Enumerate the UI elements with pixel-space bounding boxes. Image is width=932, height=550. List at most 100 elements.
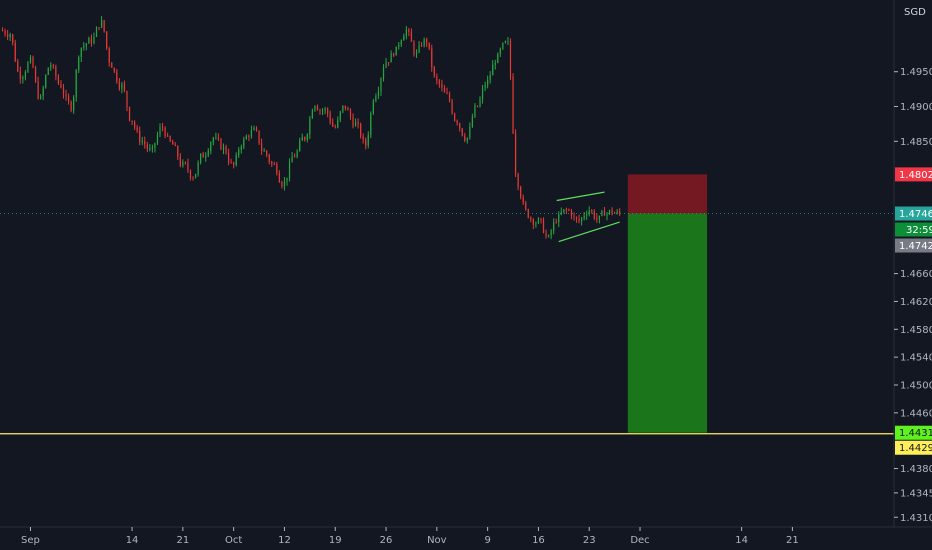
take-profit-zone[interactable] (627, 213, 708, 433)
candle-body (217, 137, 220, 140)
x-tick-label: 21 (176, 535, 189, 546)
candle-body (509, 40, 512, 77)
candle-body (547, 235, 550, 237)
candle-body (502, 42, 504, 49)
price-tag: 1.48025 (895, 167, 932, 182)
candle-body (222, 146, 225, 150)
candle-body (382, 67, 385, 79)
candle-body (560, 211, 562, 215)
candle-body (580, 217, 583, 222)
candle-body (329, 113, 331, 123)
candle-body (123, 83, 126, 92)
candle-body (436, 76, 438, 81)
candle-body (250, 130, 253, 137)
candle-body (106, 31, 108, 49)
candle-body (288, 162, 291, 178)
candle-body (614, 212, 616, 214)
candle-body (372, 101, 374, 114)
candle-body (52, 65, 54, 67)
candle-body (78, 57, 80, 71)
candle-body (555, 222, 557, 224)
candle-body (466, 137, 468, 141)
candle-body (380, 78, 382, 92)
candle-body (255, 127, 258, 131)
x-tick-label: Dec (630, 535, 649, 546)
candle-body (55, 66, 57, 77)
candle-body (591, 210, 593, 212)
candle-body (131, 120, 133, 123)
candle-body (349, 110, 352, 118)
candle-body (324, 108, 326, 111)
candle-body (550, 230, 552, 236)
triangle-upper-trendline[interactable] (556, 191, 605, 202)
candle-body (296, 150, 298, 157)
candle-body (164, 127, 166, 136)
candle-body (266, 150, 268, 155)
overlays-layer (0, 174, 894, 435)
candle-body (225, 146, 227, 154)
candle-body (387, 62, 390, 64)
candle-body (575, 217, 578, 219)
price-tag: 32:59 (895, 222, 932, 237)
candle-body (22, 77, 24, 79)
candle-body (90, 37, 93, 44)
y-tick-label: 1.43450 (900, 488, 932, 499)
candle-body (187, 162, 189, 171)
candle-body (179, 156, 181, 166)
candle-body (146, 144, 148, 149)
x-tick-label: Sep (21, 535, 40, 546)
candle-body (95, 27, 98, 37)
candle-body (540, 218, 542, 220)
candle-body (487, 80, 489, 85)
candle-body (19, 71, 21, 79)
candle-body (512, 76, 514, 134)
candle-body (545, 232, 547, 237)
candle-body (9, 34, 11, 38)
candle-body (583, 215, 585, 218)
candle-body (207, 150, 209, 156)
candle-body (111, 62, 113, 68)
candle-body (309, 118, 311, 135)
candle-body (553, 222, 555, 231)
candle-body (128, 106, 131, 121)
candle-body (263, 150, 265, 152)
candle-body (423, 39, 425, 46)
candle-body (507, 40, 509, 42)
x-tick-label: Nov (427, 535, 447, 546)
candle-body (492, 64, 494, 76)
candle-body (375, 96, 377, 102)
candle-body (116, 71, 118, 82)
candle-body (535, 223, 537, 225)
candle-body (70, 101, 72, 111)
candle-body (238, 149, 240, 156)
candle-body (598, 215, 601, 220)
price-axis[interactable]: 1.49500 1.49000 1.48500 1.46600 1.46200 1.458… (894, 67, 932, 524)
x-tick-label: 14 (735, 535, 748, 546)
stop-loss-zone[interactable] (627, 174, 708, 214)
candle-body (293, 156, 296, 158)
price-tag-background (895, 167, 932, 182)
candle-body (12, 34, 14, 44)
price-tag-label: 1.47425 (899, 241, 932, 252)
price-tag-background (895, 238, 932, 253)
candle-body (80, 47, 82, 58)
candle-body (586, 214, 588, 216)
candle-body (337, 119, 339, 128)
candle-body (479, 99, 481, 107)
candle-body (596, 218, 598, 220)
candle-body (459, 123, 461, 129)
candle-body (197, 162, 199, 174)
candle-body (606, 213, 608, 216)
price-tag: 1.47425 (895, 238, 932, 253)
candle-body (357, 122, 359, 124)
triangle-lower-trendline[interactable] (558, 221, 620, 243)
price-tag-label: 1.44314 (899, 428, 932, 439)
candle-body (456, 120, 458, 124)
candle-body (32, 57, 34, 68)
y-tick-label: 1.49000 (900, 102, 932, 113)
candle-body (156, 134, 159, 144)
time-axis[interactable]: Sep 14 21 Oct 12 19 26 Nov 9 16 23 Dec 14 21 (21, 527, 799, 546)
candle-body (616, 211, 618, 214)
